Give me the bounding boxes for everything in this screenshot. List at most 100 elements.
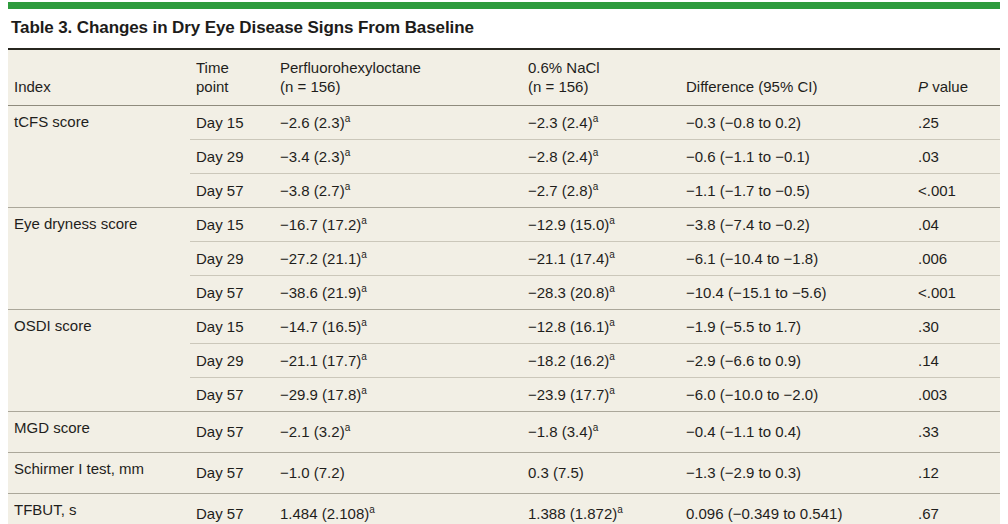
p-value-cell: .14	[912, 344, 1000, 378]
time-point-cell: Day 15	[190, 310, 274, 344]
p-value-cell: .003	[912, 378, 1000, 412]
nacl-value-cell: −21.1 (17.4)a	[522, 242, 680, 276]
footnote-marker: a	[593, 113, 599, 124]
column-header-index: Index	[8, 49, 190, 106]
p-value-cell: .33	[912, 412, 1000, 453]
table-row: Eye dryness scoreDay 15−16.7 (17.2)a−12.…	[8, 208, 1000, 242]
time-point-cell: Day 57	[190, 453, 274, 494]
perfluorohexyloctane-value-cell: −29.9 (17.8)a	[274, 378, 522, 412]
time-point-cell: Day 15	[190, 106, 274, 140]
footnote-marker: a	[361, 351, 367, 362]
column-header-time-point: Timepoint	[190, 49, 274, 106]
difference-cell: 0.096 (−0.349 to 0.541)	[680, 494, 912, 524]
p-value-cell: <.001	[912, 174, 1000, 208]
perfluorohexyloctane-value-cell: −27.2 (21.1)a	[274, 242, 522, 276]
time-point-cell: Day 57	[190, 412, 274, 453]
footnote-marker: a	[609, 283, 615, 294]
index-cell: Eye dryness score	[8, 208, 190, 310]
footnote-marker: a	[361, 215, 367, 226]
difference-cell: −1.3 (−2.9 to 0.3)	[680, 453, 912, 494]
difference-cell: −0.6 (−1.1 to −0.1)	[680, 140, 912, 174]
difference-cell: −10.4 (−15.1 to −5.6)	[680, 276, 912, 310]
perfluorohexyloctane-value-cell: −1.0 (7.2)	[274, 453, 522, 494]
difference-cell: −1.9 (−5.5 to 1.7)	[680, 310, 912, 344]
p-value-cell: <.001	[912, 276, 1000, 310]
difference-cell: −2.9 (−6.6 to 0.9)	[680, 344, 912, 378]
perfluorohexyloctane-value-cell: −16.7 (17.2)a	[274, 208, 522, 242]
article-table-page: Table 3. Changes in Dry Eye Disease Sign…	[0, 0, 1008, 524]
p-value-cell: .67	[912, 494, 1000, 524]
column-header-p-value: P value	[912, 49, 1000, 106]
perfluorohexyloctane-value-cell: −2.1 (3.2)a	[274, 412, 522, 453]
time-point-cell: Day 57	[190, 378, 274, 412]
p-value-cell: .006	[912, 242, 1000, 276]
footnote-marker: a	[617, 504, 623, 515]
index-cell: MGD score	[8, 412, 190, 453]
perfluorohexyloctane-value-cell: −3.8 (2.7)a	[274, 174, 522, 208]
nacl-value-cell: −23.9 (17.7)a	[522, 378, 680, 412]
time-point-cell: Day 29	[190, 344, 274, 378]
perfluorohexyloctane-value-cell: −38.6 (21.9)a	[274, 276, 522, 310]
footnote-marker: a	[369, 504, 375, 515]
difference-cell: −0.3 (−0.8 to 0.2)	[680, 106, 912, 140]
footnote-marker: a	[361, 283, 367, 294]
p-value-cell: .12	[912, 453, 1000, 494]
difference-cell: −1.1 (−1.7 to −0.5)	[680, 174, 912, 208]
footnote-marker: a	[345, 181, 351, 192]
time-point-cell: Day 57	[190, 494, 274, 524]
time-point-cell: Day 29	[190, 242, 274, 276]
p-value-cell: .30	[912, 310, 1000, 344]
footnote-marker: a	[593, 181, 599, 192]
time-point-cell: Day 15	[190, 208, 274, 242]
footnote-marker: a	[345, 422, 351, 433]
index-cell: OSDI score	[8, 310, 190, 412]
nacl-value-cell: −18.2 (16.2)a	[522, 344, 680, 378]
nacl-value-cell: −12.9 (15.0)a	[522, 208, 680, 242]
difference-cell: −3.8 (−7.4 to −0.2)	[680, 208, 912, 242]
column-header-difference: Difference (95% CI)	[680, 49, 912, 106]
footnote-marker: a	[345, 147, 351, 158]
nacl-value-cell: −1.8 (3.4)a	[522, 412, 680, 453]
difference-cell: −0.4 (−1.1 to 0.4)	[680, 412, 912, 453]
time-point-cell: Day 57	[190, 276, 274, 310]
footnote-marker: a	[361, 385, 367, 396]
perfluorohexyloctane-value-cell: −2.6 (2.3)a	[274, 106, 522, 140]
index-cell: Schirmer I test, mm	[8, 453, 190, 494]
perfluorohexyloctane-value-cell: −3.4 (2.3)a	[274, 140, 522, 174]
table-row: tCFS scoreDay 15−2.6 (2.3)a−2.3 (2.4)a−0…	[8, 106, 1000, 140]
table-accent-bar	[8, 2, 1000, 9]
column-header-perfluorohexyloctane: Perfluorohexyloctane(n = 156)	[274, 49, 522, 106]
index-cell: tCFS score	[8, 106, 190, 208]
footnote-marker: a	[593, 147, 599, 158]
p-value-cell: .03	[912, 140, 1000, 174]
nacl-value-cell: −28.3 (20.8)a	[522, 276, 680, 310]
column-header-nacl: 0.6% NaCl(n = 156)	[522, 49, 680, 106]
nacl-value-cell: −2.7 (2.8)a	[522, 174, 680, 208]
perfluorohexyloctane-value-cell: 1.484 (2.108)a	[274, 494, 522, 524]
footnote-marker: a	[609, 215, 615, 226]
table-header-row: IndexTimepointPerfluorohexyloctane(n = 1…	[8, 49, 1000, 106]
table-row: TFBUT, sDay 571.484 (2.108)a1.388 (1.872…	[8, 494, 1000, 524]
table-row: Schirmer I test, mmDay 57−1.0 (7.2)0.3 (…	[8, 453, 1000, 494]
nacl-value-cell: −2.3 (2.4)a	[522, 106, 680, 140]
time-point-cell: Day 57	[190, 174, 274, 208]
table-row: MGD scoreDay 57−2.1 (3.2)a−1.8 (3.4)a−0.…	[8, 412, 1000, 453]
nacl-value-cell: 1.388 (1.872)a	[522, 494, 680, 524]
footnote-marker: a	[609, 385, 615, 396]
difference-cell: −6.0 (−10.0 to −2.0)	[680, 378, 912, 412]
perfluorohexyloctane-value-cell: −14.7 (16.5)a	[274, 310, 522, 344]
nacl-value-cell: −2.8 (2.4)a	[522, 140, 680, 174]
p-value-cell: .04	[912, 208, 1000, 242]
footnote-marker: a	[345, 113, 351, 124]
p-value-cell: .25	[912, 106, 1000, 140]
table-header: IndexTimepointPerfluorohexyloctane(n = 1…	[8, 49, 1000, 106]
footnote-marker: a	[361, 317, 367, 328]
footnote-marker: a	[609, 317, 615, 328]
table-body: tCFS scoreDay 15−2.6 (2.3)a−2.3 (2.4)a−0…	[8, 106, 1000, 524]
footnote-marker: a	[609, 249, 615, 260]
time-point-cell: Day 29	[190, 140, 274, 174]
nacl-value-cell: 0.3 (7.5)	[522, 453, 680, 494]
difference-cell: −6.1 (−10.4 to −1.8)	[680, 242, 912, 276]
perfluorohexyloctane-value-cell: −21.1 (17.7)a	[274, 344, 522, 378]
table-title: Table 3. Changes in Dry Eye Disease Sign…	[8, 9, 1000, 48]
